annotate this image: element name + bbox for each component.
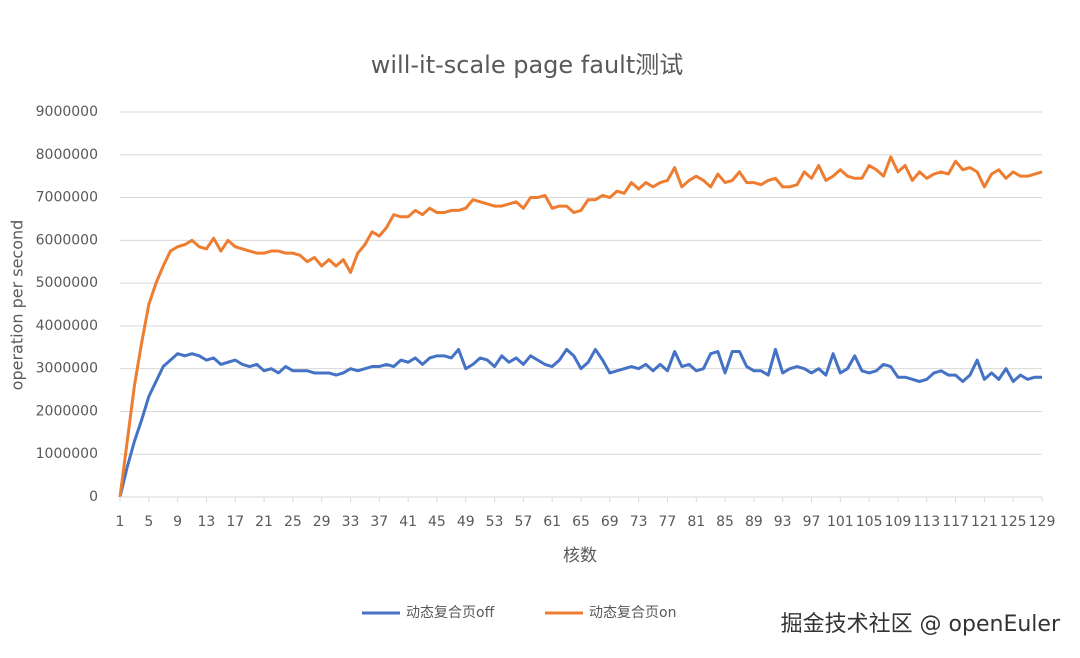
y-tick-label: 6000000 (36, 232, 98, 248)
x-tick-label: 101 (827, 514, 854, 530)
y-tick-label: 5000000 (36, 275, 98, 291)
x-tick-label: 69 (601, 514, 619, 530)
legend-label: 动态复合页on (589, 604, 676, 621)
y-tick-label: 7000000 (36, 190, 98, 206)
x-tick-label: 29 (313, 514, 331, 530)
y-tick-label: 8000000 (36, 147, 98, 163)
x-tick-label: 97 (803, 514, 821, 530)
x-tick-label: 117 (942, 514, 969, 530)
x-tick-label: 89 (745, 514, 763, 530)
x-tick-label: 85 (716, 514, 734, 530)
chart-title: will-it-scale page fault测试 (371, 51, 684, 79)
x-tick-label: 1 (116, 514, 125, 530)
x-tick-label: 121 (971, 514, 998, 530)
x-tick-label: 93 (774, 514, 792, 530)
x-tick-label: 5 (144, 514, 153, 530)
legend-label: 动态复合页off (406, 604, 495, 621)
y-tick-label: 0 (89, 489, 98, 505)
y-tick-label: 1000000 (36, 446, 98, 462)
x-tick-label: 113 (913, 514, 940, 530)
series-line (118, 347, 1042, 498)
x-tick-label: 45 (428, 514, 446, 530)
x-tick-label: 17 (226, 514, 244, 530)
x-tick-label: 77 (659, 514, 677, 530)
y-tick-label: 4000000 (36, 318, 98, 334)
x-tick-label: 33 (342, 514, 360, 530)
y-tick-label: 9000000 (36, 104, 98, 120)
y-tick-label: 2000000 (36, 403, 98, 419)
watermark: 掘金技术社区 @ openEuler (781, 612, 1061, 637)
x-tick-label: 13 (198, 514, 216, 530)
series-line (118, 155, 1043, 498)
x-tick-label: 105 (856, 514, 883, 530)
x-tick-label: 49 (457, 514, 475, 530)
x-tick-label: 61 (543, 514, 561, 530)
x-tick-label: 37 (370, 514, 388, 530)
y-axis-label: operation per second (8, 220, 27, 391)
x-tick-label: 125 (1000, 514, 1027, 530)
x-tick-label: 65 (572, 514, 590, 530)
x-tick-label: 41 (399, 514, 417, 530)
x-tick-label: 21 (255, 514, 273, 530)
x-tick-label: 129 (1029, 514, 1056, 530)
x-tick-label: 73 (630, 514, 648, 530)
x-tick-label: 9 (173, 514, 182, 530)
x-tick-label: 53 (486, 514, 504, 530)
x-tick-label: 25 (284, 514, 302, 530)
x-tick-label: 57 (514, 514, 532, 530)
x-tick-label: 81 (687, 514, 705, 530)
x-axis-label: 核数 (563, 546, 597, 566)
x-tick-label: 109 (885, 514, 912, 530)
y-tick-label: 3000000 (36, 361, 98, 377)
